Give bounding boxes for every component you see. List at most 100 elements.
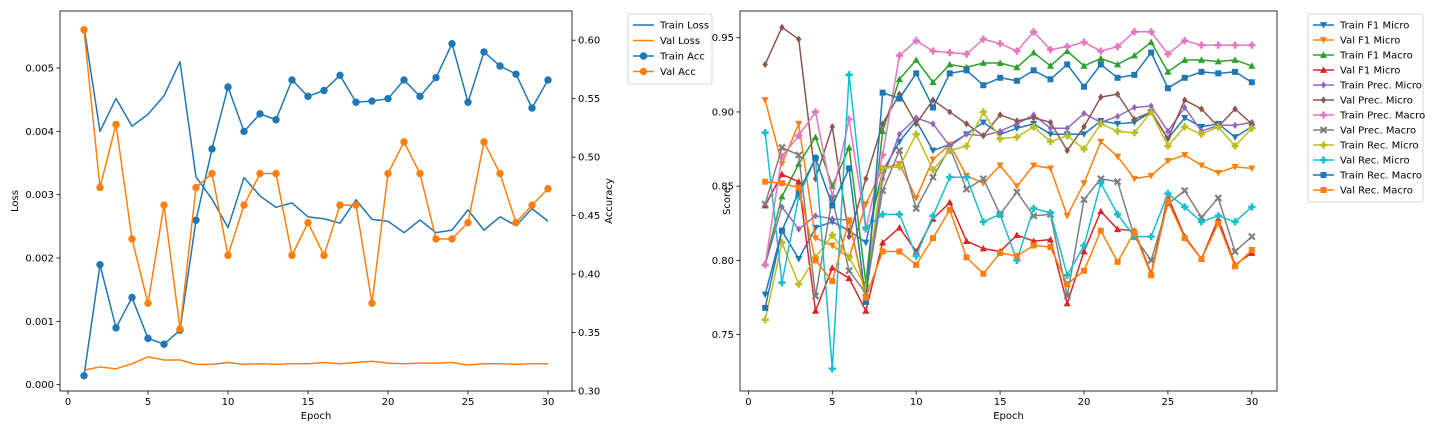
data-point-val-prec-macro [1080,195,1088,204]
data-point-val-rec-micro-v [864,224,868,232]
data-point-train-rec-micro-v [864,283,868,291]
data-point-train-prec-macro [879,151,887,159]
data-point-train-f1-macro [1130,51,1138,59]
data-point-val-rec-macro [1232,263,1239,270]
data-point-val-prec-macro [1147,256,1155,265]
data-point-train-rec-macro [862,298,869,305]
data-point-val-f1-micro [929,156,937,164]
data-point-train-acc [320,86,328,95]
data-point-val-rec-micro [1147,233,1155,241]
plot-frame [59,10,573,392]
legend-label: Train Acc [659,52,705,63]
data-point-val-acc [352,201,360,209]
legend-marker [1319,141,1328,149]
data-point-val-prec-macro [794,151,803,159]
x-axis-label: Epoch [301,411,332,422]
data-point-train-prec-macro [1097,47,1105,55]
data-point-val-rec-micro [1248,203,1256,211]
data-point-train-prec-macro [1130,28,1138,36]
data-point-val-rec-micro [962,173,971,181]
data-point-val-f1-micro [1030,237,1038,244]
data-point-val-rec-micro [1080,241,1088,250]
data-point-val-rec-macro [795,184,802,191]
data-point-val-rec-micro [1181,203,1189,211]
data-point-train-rec-micro [795,280,803,288]
data-point-train-prec-macro [1013,47,1021,55]
data-point-val-rec-micro-v [914,252,918,260]
data-point-val-rec-micro [996,210,1004,218]
data-point-train-f1-micro [795,256,803,263]
y-tick-label: 0.001 [25,317,54,328]
data-point-train-acc [224,83,232,91]
data-point-val-f1-micro [1013,231,1021,239]
data-point-train-rec-macro [1198,68,1205,75]
legend-marker-v [1322,111,1325,119]
data-point-val-prec-macro-b [794,151,803,159]
data-point-train-acc [432,73,440,82]
data-point-train-prec-macro-v [1149,28,1153,36]
data-point-train-rec-micro [1164,142,1172,150]
data-point-train-f1-micro [1181,114,1189,122]
data-point-train-rec-micro [1147,108,1155,116]
y-right-tick-label: 0.45 [578,211,600,222]
data-point-val-prec-micro [947,108,953,116]
data-point-train-prec-macro-v [881,151,884,159]
y-tick-label: 0.002 [25,254,54,265]
data-point-train-acc [208,145,216,153]
data-point-train-rec-micro [979,108,987,116]
data-point-train-f1-micro [1013,125,1021,132]
data-point-val-f1-micro [1080,180,1088,187]
data-point-train-f1-macro [845,143,853,151]
data-point-train-f1-micro [1197,123,1206,131]
data-point-train-prec-macro-v [797,132,801,140]
data-point-val-prec-micro [980,132,987,140]
data-point-train-prec-macro-v [814,108,817,116]
data-point-train-rec-micro-v [1032,123,1035,131]
data-point-train-prec-micro [1131,103,1138,112]
data-point-val-prec-macro-b [929,173,937,182]
data-point-val-prec-macro [1097,174,1105,183]
data-point-val-prec-macro-b [761,200,769,208]
data-point-train-f1-macro [811,133,820,141]
data-point-train-f1-macro [895,75,904,83]
data-point-train-acc [80,372,88,380]
x-tick-label: 15 [994,397,1007,408]
data-point-val-prec-micro [1232,105,1238,113]
data-point-val-acc [336,201,344,209]
legend-label: Train Rec. Macro [1339,171,1422,182]
data-point-val-acc [464,218,472,227]
data-point-train-f1-micro [979,119,987,126]
data-point-val-acc [272,169,280,178]
data-point-train-prec-micro [796,225,802,233]
data-point-val-rec-micro-v [1032,204,1035,213]
data-point-val-rec-macro [778,180,785,187]
data-point-val-rec-micro-v [948,173,952,181]
data-point-train-rec-micro [1248,124,1256,132]
data-point-train-rec-micro-v [763,316,767,324]
data-point-val-rec-micro-v [982,218,985,226]
data-point-val-acc [256,169,264,178]
data-point-train-f1-macro [1164,68,1172,75]
data-point-train-rec-micro-v [1250,124,1254,132]
data-point-val-prec-macro [1214,194,1223,202]
data-point-train-rec-micro-v [931,166,935,174]
data-point-train-f1-macro [912,56,920,63]
y-tick-label: 0.000 [25,380,54,391]
legend-label: Train Loss [659,21,709,32]
data-point-val-rec-macro [1164,198,1171,204]
data-point-train-f1-macro [929,78,937,86]
data-point-val-rec-macro [862,294,869,301]
data-point-train-acc [128,293,136,302]
data-point-train-prec-micro [1064,124,1070,132]
data-point-val-prec-macro-b [1029,212,1038,220]
data-point-val-prec-macro-b [1147,256,1155,265]
data-point-train-rec-micro-v [1049,138,1052,146]
data-point-train-prec-micro [829,215,835,223]
data-point-train-rec-micro-v [1166,142,1170,150]
data-point-train-rec-micro-v [847,253,851,262]
data-point-train-rec-micro-v [1099,120,1103,128]
data-point-val-rec-micro [1097,179,1105,187]
data-point-train-acc [480,48,488,56]
data-point-val-rec-macro [846,217,853,224]
data-point-train-f1-macro [1248,62,1256,69]
